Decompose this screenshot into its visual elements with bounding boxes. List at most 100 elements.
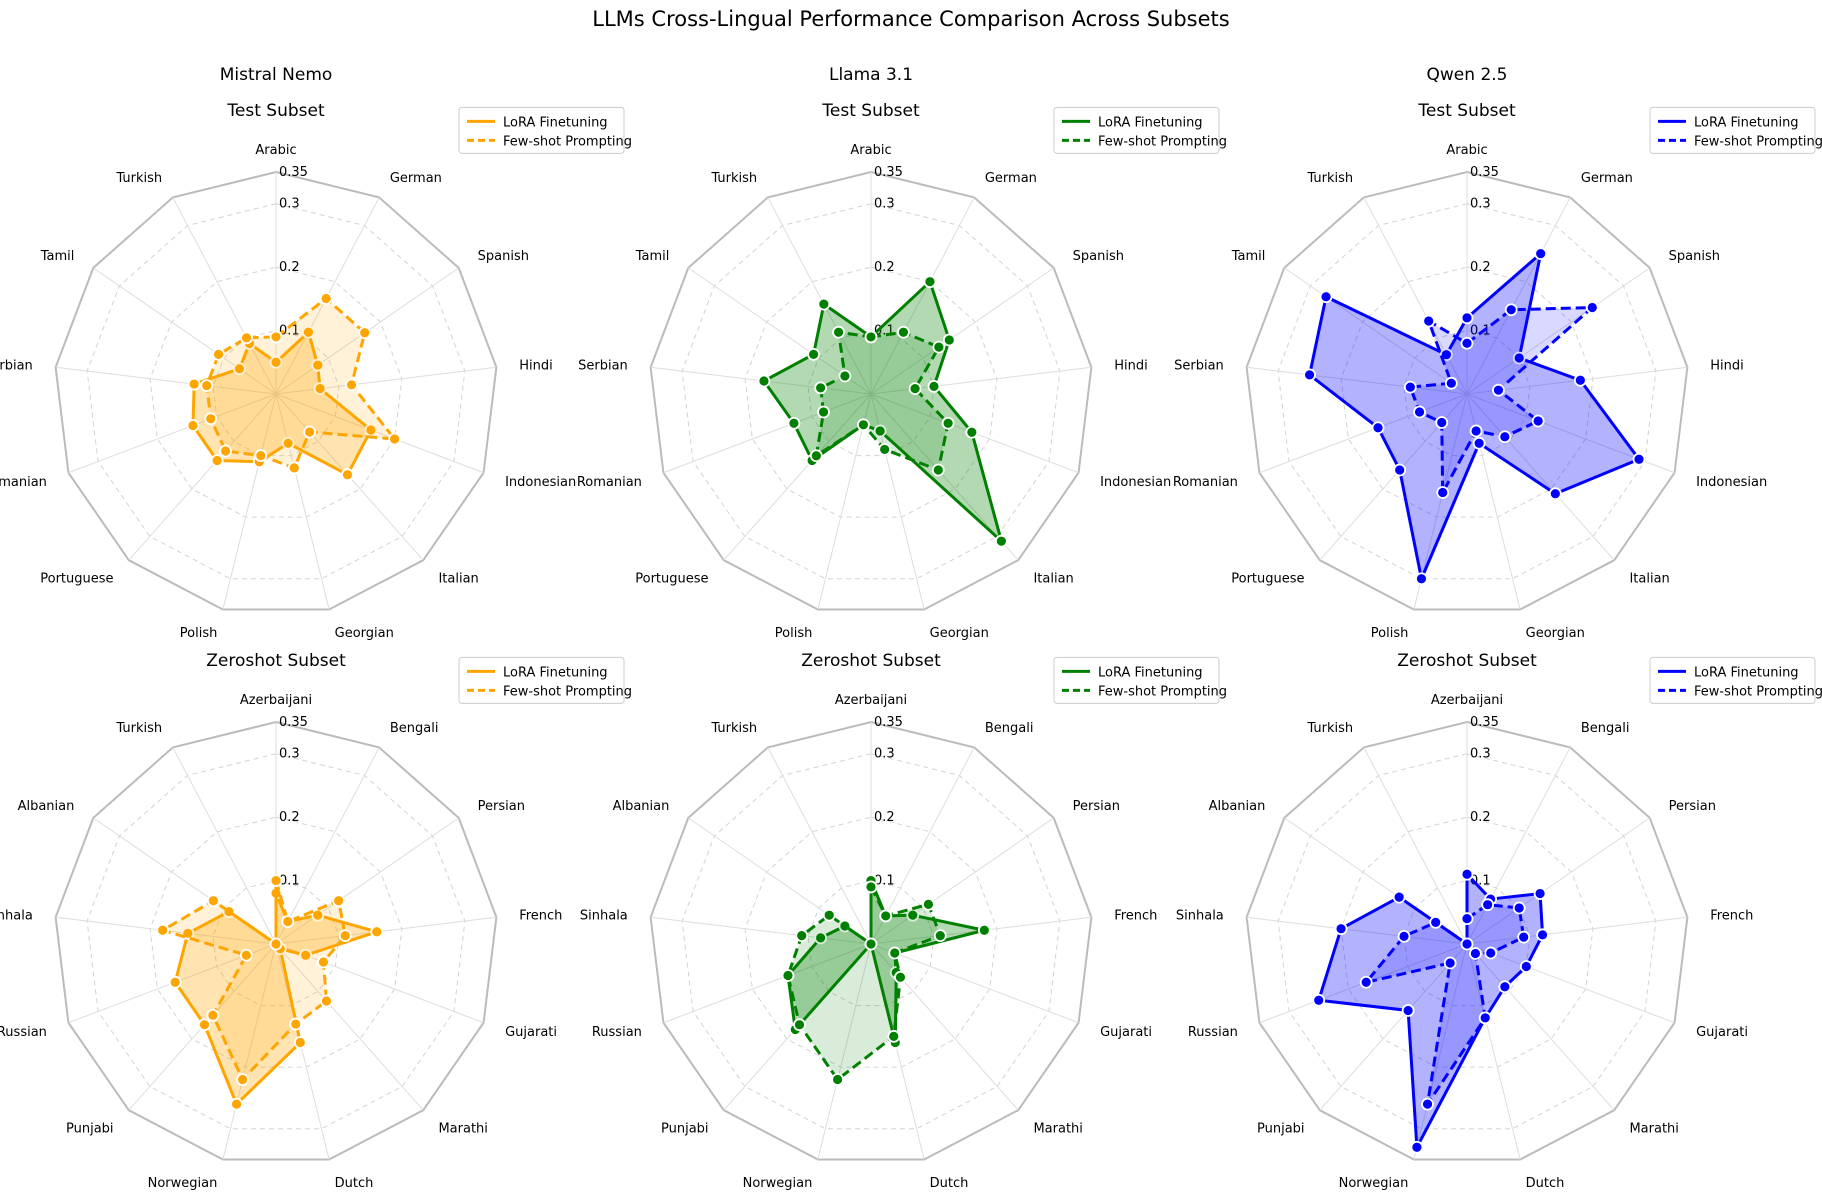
category-label: Russian	[0, 1025, 47, 1040]
category-label: Punjabi	[661, 1121, 709, 1136]
category-label: Romanian	[577, 475, 642, 490]
data-point	[200, 379, 214, 392]
data-point	[212, 347, 225, 361]
category-label: Norwegian	[148, 1176, 218, 1191]
category-label: Dutch	[1526, 1176, 1565, 1191]
data-point	[923, 275, 937, 289]
data-point	[994, 534, 1008, 548]
legend-box	[1053, 656, 1220, 704]
category-label: Tamil	[635, 249, 670, 264]
data-point	[1392, 890, 1406, 904]
data-point	[831, 1073, 845, 1086]
data-point	[1573, 373, 1587, 387]
data-point	[1303, 368, 1316, 382]
radial-tick-label: 0.35	[279, 715, 308, 730]
category-label: Hindi	[519, 358, 553, 373]
legend-label: Few-shot Prompting	[1098, 134, 1227, 149]
series-line-lora	[762, 280, 1003, 543]
category-label: Persian	[478, 799, 525, 814]
radial-tick-label: 0.3	[279, 747, 300, 762]
category-label: Bengali	[390, 721, 439, 736]
category-label: Punjabi	[66, 1121, 114, 1136]
axis-spoke	[870, 817, 1054, 945]
data-point	[341, 468, 354, 482]
data-point	[1472, 436, 1486, 450]
data-point	[313, 382, 327, 396]
data-point	[932, 340, 946, 354]
axis-spoke	[275, 747, 380, 945]
category-label: Albanian	[1209, 799, 1266, 814]
outer-frame	[1245, 720, 1689, 1161]
data-point	[1422, 314, 1436, 328]
axis-spoke	[650, 916, 872, 945]
category-label: Persian	[1073, 799, 1120, 814]
model-title-qwen: Qwen 2.5	[1427, 65, 1508, 85]
data-point	[888, 946, 902, 960]
legend: LoRA Finetuning Few-shot Prompting	[1649, 106, 1822, 154]
category-label: Bengali	[985, 721, 1034, 736]
radial-tick-label: 0.35	[874, 165, 903, 180]
series-area	[1318, 874, 1543, 1148]
data-point	[317, 955, 330, 969]
category-label: German	[1581, 171, 1633, 186]
data-point	[1397, 929, 1411, 943]
category-label: Spanish	[1669, 249, 1720, 264]
axis-spoke	[870, 943, 1079, 1024]
axis-spoke	[1363, 197, 1468, 395]
radial-tick-label: 0.3	[874, 197, 895, 212]
data-point	[198, 1018, 211, 1032]
axis-spoke	[1259, 393, 1468, 474]
data-point	[345, 378, 358, 392]
data-point	[1481, 898, 1495, 912]
legend-label: Few-shot Prompting	[1098, 684, 1227, 699]
data-point	[1469, 424, 1483, 438]
legend-box	[1649, 656, 1816, 704]
radar-chart-6: Zeroshot Subset0.10.20.30.35AzerbaijaniB…	[1176, 651, 1822, 1191]
axis-spoke	[222, 393, 277, 610]
legend: LoRA Finetuning Few-shot Prompting	[1053, 656, 1227, 704]
data-point	[793, 1018, 806, 1032]
axis-spoke	[275, 366, 497, 395]
radar-panels: Test Subset 0.1 0.2 0.3 0.35 Arabic German Span…	[0, 101, 1822, 1191]
data-point	[908, 382, 922, 396]
legend-label: LoRA Finetuning	[1098, 665, 1203, 680]
legend-label: LoRA Finetuning	[503, 115, 608, 130]
series-area	[816, 332, 949, 470]
category-label: Turkish	[115, 171, 162, 186]
data-point	[230, 1097, 243, 1111]
category-label: Arabic	[255, 143, 296, 158]
data-point	[1436, 486, 1450, 499]
subset-title: Zeroshot Subset	[801, 651, 941, 671]
data-point	[807, 347, 820, 361]
data-point	[1444, 376, 1458, 390]
data-point	[1533, 887, 1547, 900]
series-area	[1410, 307, 1593, 493]
axis-spoke	[68, 393, 277, 474]
legend-label: Few-shot Prompting	[1694, 684, 1822, 699]
category-label: Indonesian	[1100, 475, 1171, 490]
data-point	[187, 377, 201, 391]
data-point	[857, 418, 870, 432]
legend: LoRA Finetuning Few-shot Prompting	[1649, 656, 1822, 704]
category-label: Polish	[180, 626, 218, 641]
data-point	[942, 333, 956, 347]
radial-tick-label: 0.1	[874, 874, 895, 889]
data-point	[311, 358, 325, 372]
radar-chart-2: Test Subset0.10.20.30.35ArabicGermanSpan…	[577, 101, 1227, 641]
axis-spoke	[1466, 267, 1650, 395]
category-label: Georgian	[930, 626, 989, 641]
subset-title: Test Subset	[226, 101, 325, 121]
data-point	[287, 461, 301, 475]
data-point	[293, 1036, 307, 1049]
category-label: Norwegian	[1339, 1176, 1409, 1191]
series-line-lora	[1317, 872, 1545, 1149]
legend-label: Few-shot Prompting	[503, 134, 632, 149]
data-point	[1401, 1004, 1415, 1017]
category-label: German	[985, 171, 1037, 186]
category-label: Albanian	[18, 799, 75, 814]
category-label: Arabic	[1446, 143, 1487, 158]
radial-tick-label: 0.3	[279, 197, 300, 212]
legend-box	[1649, 106, 1816, 154]
radial-tick-label: 0.3	[874, 747, 895, 762]
